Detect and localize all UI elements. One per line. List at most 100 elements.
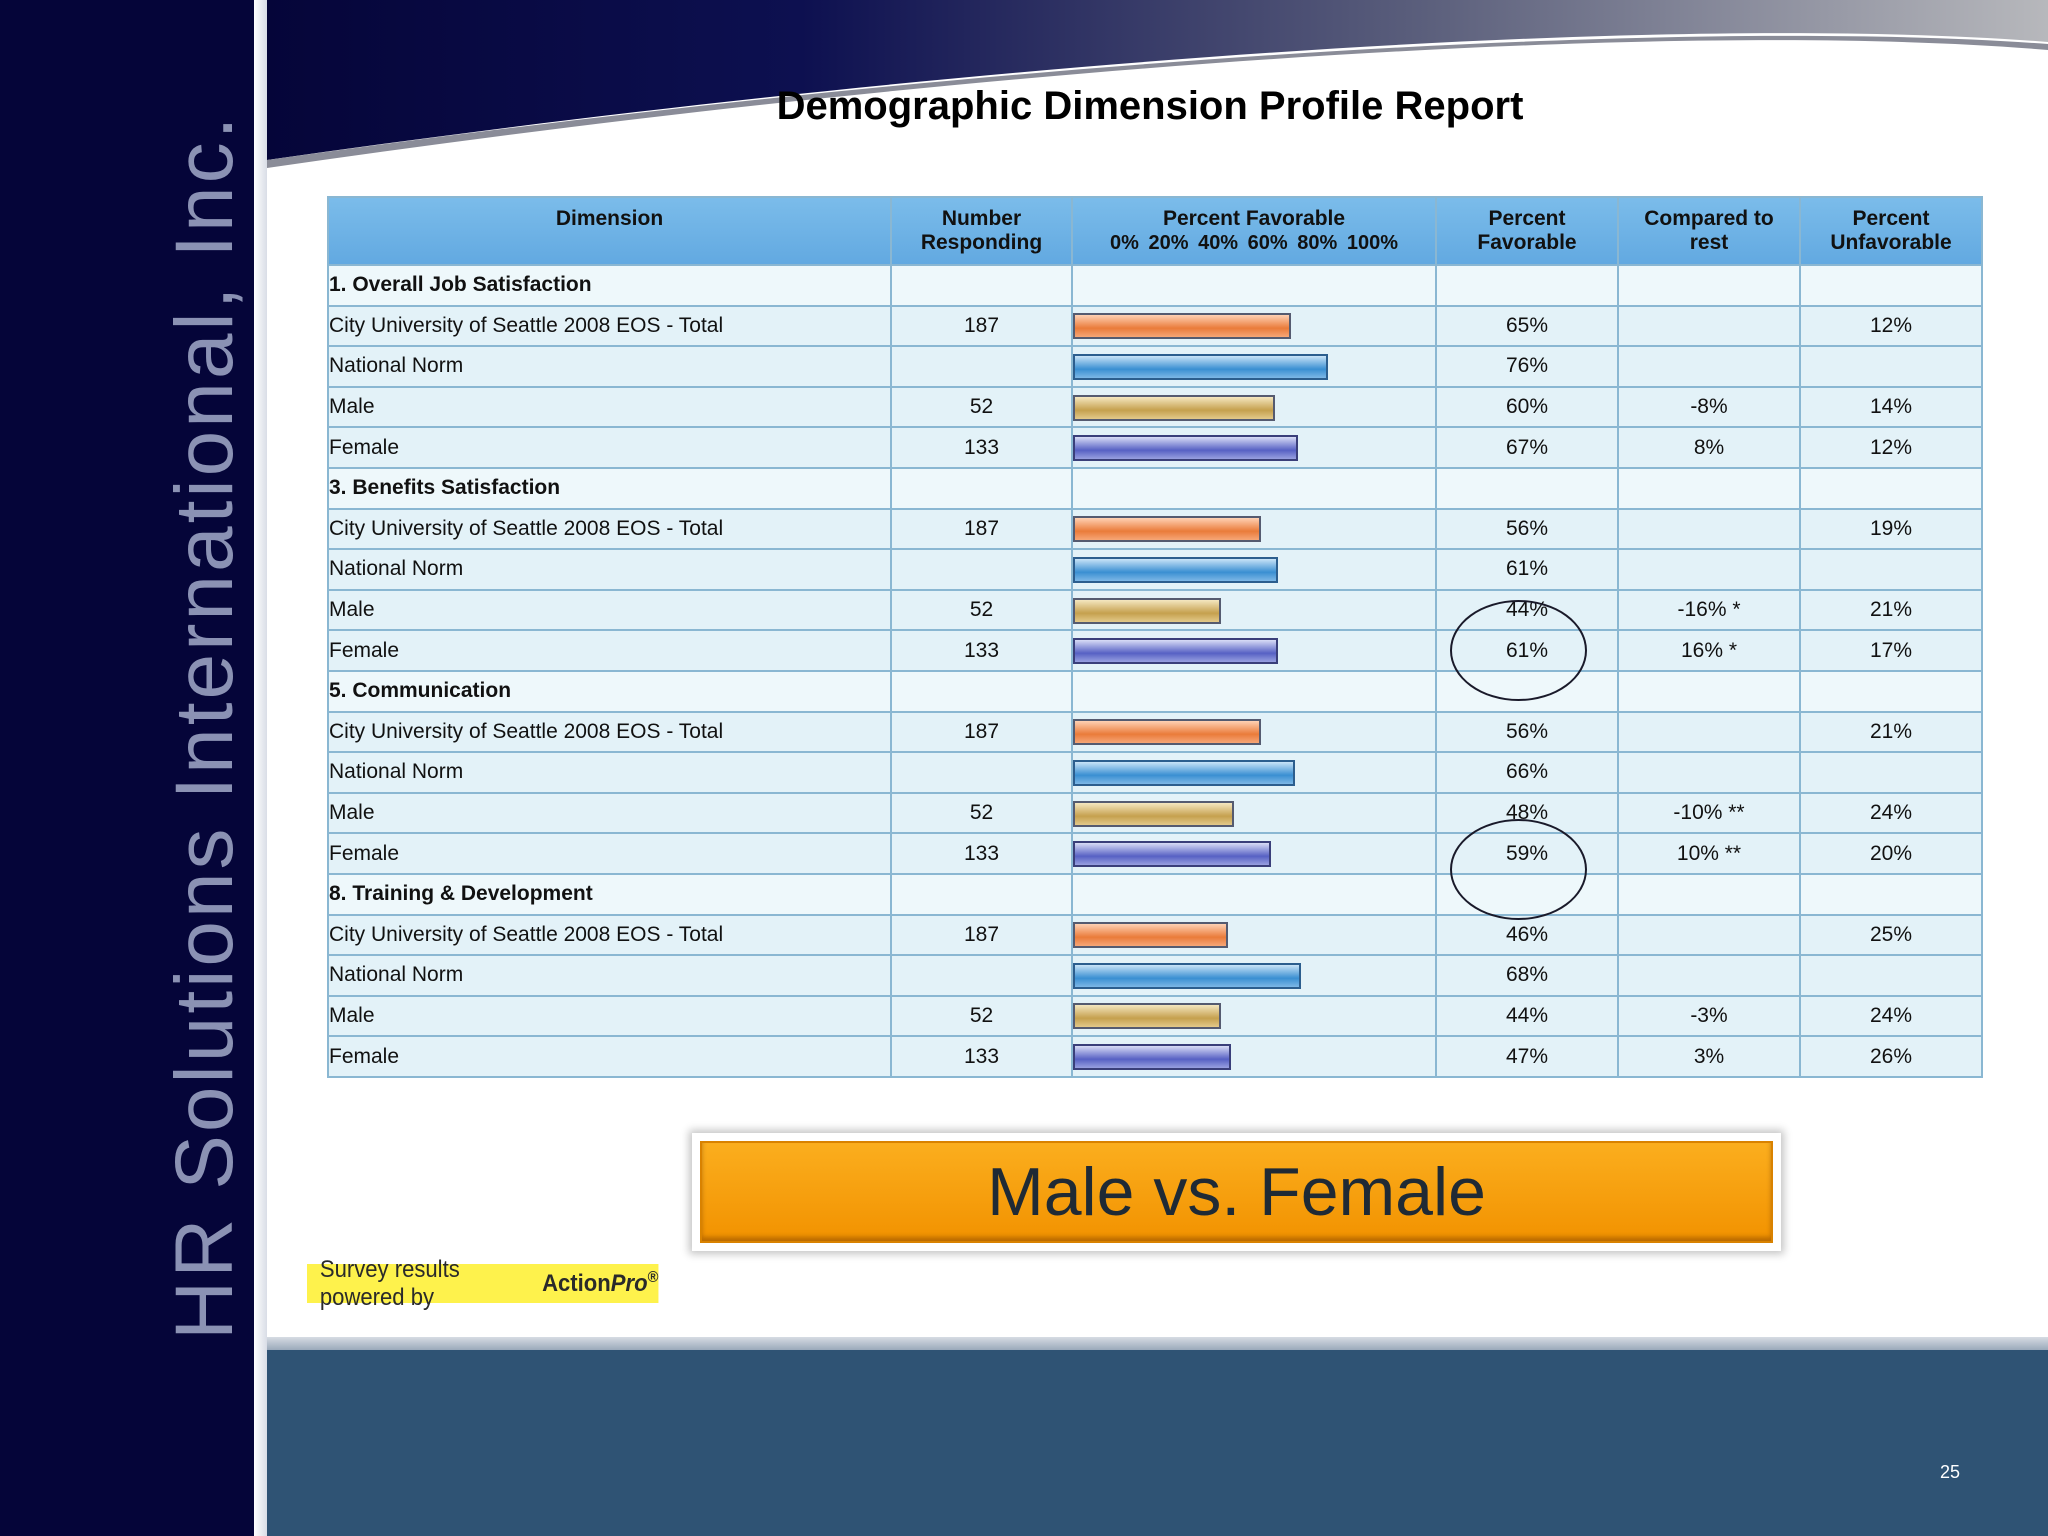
bar-cell bbox=[1071, 507, 1437, 551]
comparison-banner: Male vs. Female bbox=[700, 1141, 1773, 1243]
section-row: 8. Training & Development bbox=[327, 872, 1983, 916]
dimension-label: Female bbox=[327, 426, 892, 469]
section-label: 1. Overall Job Satisfaction bbox=[327, 264, 892, 307]
bar-cell bbox=[1071, 872, 1437, 916]
bar-cell bbox=[1071, 1035, 1437, 1078]
section-row: 3. Benefits Satisfaction bbox=[327, 466, 1983, 510]
compared-to-rest-value: -10% ** bbox=[1617, 791, 1801, 835]
page-number: 25 bbox=[1939, 1462, 1960, 1482]
bar-cell bbox=[1071, 345, 1437, 388]
compared-to-rest-value bbox=[1617, 345, 1801, 388]
percent-favorable-value: 44% bbox=[1435, 588, 1619, 632]
powered-by-badge: Survey results powered by ActionPro® bbox=[307, 1256, 659, 1311]
table-row: Female 133 61% 16% * 17% bbox=[327, 629, 1983, 672]
favorable-bar-male bbox=[1073, 597, 1221, 624]
number-responding-value bbox=[890, 345, 1073, 388]
percent-unfavorable-value bbox=[1799, 345, 1983, 388]
percent-favorable-value: 47% bbox=[1435, 1035, 1619, 1078]
favorable-bar-female bbox=[1073, 1044, 1231, 1071]
favorable-cell bbox=[1435, 872, 1619, 916]
favorable-bar-total bbox=[1073, 313, 1292, 340]
compared-to-rest-value: -16% * bbox=[1617, 588, 1801, 632]
table-row: Female 133 47% 3% 26% bbox=[327, 1035, 1983, 1078]
dimension-label: City University of Seattle 2008 EOS - To… bbox=[327, 913, 892, 957]
header-percent-favorable: Percent Favorable bbox=[1435, 196, 1619, 266]
percent-unfavorable-value: 21% bbox=[1799, 710, 1983, 754]
table-row: National Norm 76% bbox=[327, 345, 1983, 388]
compared-cell bbox=[1617, 872, 1801, 916]
percent-favorable-value: 61% bbox=[1435, 548, 1619, 591]
percent-unfavorable-value: 17% bbox=[1799, 629, 1983, 672]
bar-cell bbox=[1071, 385, 1437, 429]
compared-to-rest-value: -3% bbox=[1617, 994, 1801, 1038]
percent-unfavorable-value: 26% bbox=[1799, 1035, 1983, 1078]
profile-table-body: 1. Overall Job Satisfaction City Universi… bbox=[327, 264, 1983, 1078]
table-row: Male 52 48% -10% ** 24% bbox=[327, 791, 1983, 835]
report-title: Demographic Dimension Profile Report bbox=[776, 84, 1524, 128]
company-vertical-logo: HR Solutions International, Inc. bbox=[159, 113, 250, 1340]
dimension-label: Male bbox=[327, 588, 892, 632]
dimension-label: Male bbox=[327, 994, 892, 1038]
number-responding-value: 187 bbox=[890, 913, 1073, 957]
number-responding-value: 133 bbox=[890, 832, 1073, 875]
compared-cell bbox=[1617, 669, 1801, 713]
compared-to-rest-value bbox=[1617, 548, 1801, 591]
bar-scale-ticks: 0% 20% 40% 60% 80% 100% bbox=[1110, 232, 1398, 254]
favorable-cell bbox=[1435, 669, 1619, 713]
favorable-bar-female bbox=[1073, 841, 1272, 868]
number-responding-value bbox=[890, 751, 1073, 794]
number-responding-value: 133 bbox=[890, 426, 1073, 469]
compared-to-rest-value: 8% bbox=[1617, 426, 1801, 469]
table-row: Male 52 60% -8% 14% bbox=[327, 385, 1983, 429]
favorable-bar-female bbox=[1073, 638, 1278, 665]
compared-cell bbox=[1617, 264, 1801, 307]
header-compared-to-rest: Compared to rest bbox=[1617, 196, 1801, 266]
section-label: 5. Communication bbox=[327, 669, 892, 713]
bar-cell bbox=[1071, 466, 1437, 510]
favorable-bar-norm bbox=[1073, 556, 1278, 583]
favorable-bar-norm bbox=[1073, 759, 1295, 786]
percent-favorable-value: 60% bbox=[1435, 385, 1619, 429]
table-row: Female 133 67% 8% 12% bbox=[327, 426, 1983, 469]
section-label: 8. Training & Development bbox=[327, 872, 892, 916]
bar-cell bbox=[1071, 426, 1437, 469]
dimension-label: City University of Seattle 2008 EOS - To… bbox=[327, 507, 892, 551]
percent-favorable-value: 48% bbox=[1435, 791, 1619, 835]
favorable-bar-total bbox=[1073, 516, 1262, 543]
bar-cell bbox=[1071, 669, 1437, 713]
sidebar-divider bbox=[254, 0, 267, 1536]
percent-unfavorable-value bbox=[1799, 548, 1983, 591]
dimension-label: National Norm bbox=[327, 954, 892, 997]
percent-favorable-value: 44% bbox=[1435, 994, 1619, 1038]
bar-cell bbox=[1071, 791, 1437, 835]
bar-cell bbox=[1071, 588, 1437, 632]
compared-to-rest-value: 16% * bbox=[1617, 629, 1801, 672]
favorable-bar-male bbox=[1073, 1003, 1221, 1030]
compared-to-rest-value bbox=[1617, 304, 1801, 348]
unfavorable-cell bbox=[1799, 264, 1983, 307]
dimension-label: National Norm bbox=[327, 548, 892, 591]
dimension-label: National Norm bbox=[327, 751, 892, 794]
percent-favorable-value: 68% bbox=[1435, 954, 1619, 997]
table-row: City University of Seattle 2008 EOS - To… bbox=[327, 507, 1983, 551]
table-row: Male 52 44% -3% 24% bbox=[327, 994, 1983, 1038]
unfavorable-cell bbox=[1799, 872, 1983, 916]
compared-cell bbox=[1617, 466, 1801, 510]
compared-to-rest-value bbox=[1617, 710, 1801, 754]
dimension-label: Female bbox=[327, 629, 892, 672]
number-cell bbox=[890, 872, 1073, 916]
bar-cell bbox=[1071, 629, 1437, 672]
percent-favorable-value: 67% bbox=[1435, 426, 1619, 469]
number-cell bbox=[890, 466, 1073, 510]
bar-cell bbox=[1071, 913, 1437, 957]
favorable-bar-norm bbox=[1073, 353, 1329, 380]
unfavorable-cell bbox=[1799, 669, 1983, 713]
percent-unfavorable-value: 19% bbox=[1799, 507, 1983, 551]
percent-unfavorable-value: 24% bbox=[1799, 994, 1983, 1038]
percent-favorable-value: 59% bbox=[1435, 832, 1619, 875]
bar-cell bbox=[1071, 994, 1437, 1038]
percent-unfavorable-value bbox=[1799, 751, 1983, 794]
header-dimension: Dimension bbox=[327, 196, 892, 266]
table-row: City University of Seattle 2008 EOS - To… bbox=[327, 304, 1983, 348]
profile-table: Dimension Number Responding Percent Favo… bbox=[327, 196, 1983, 1078]
